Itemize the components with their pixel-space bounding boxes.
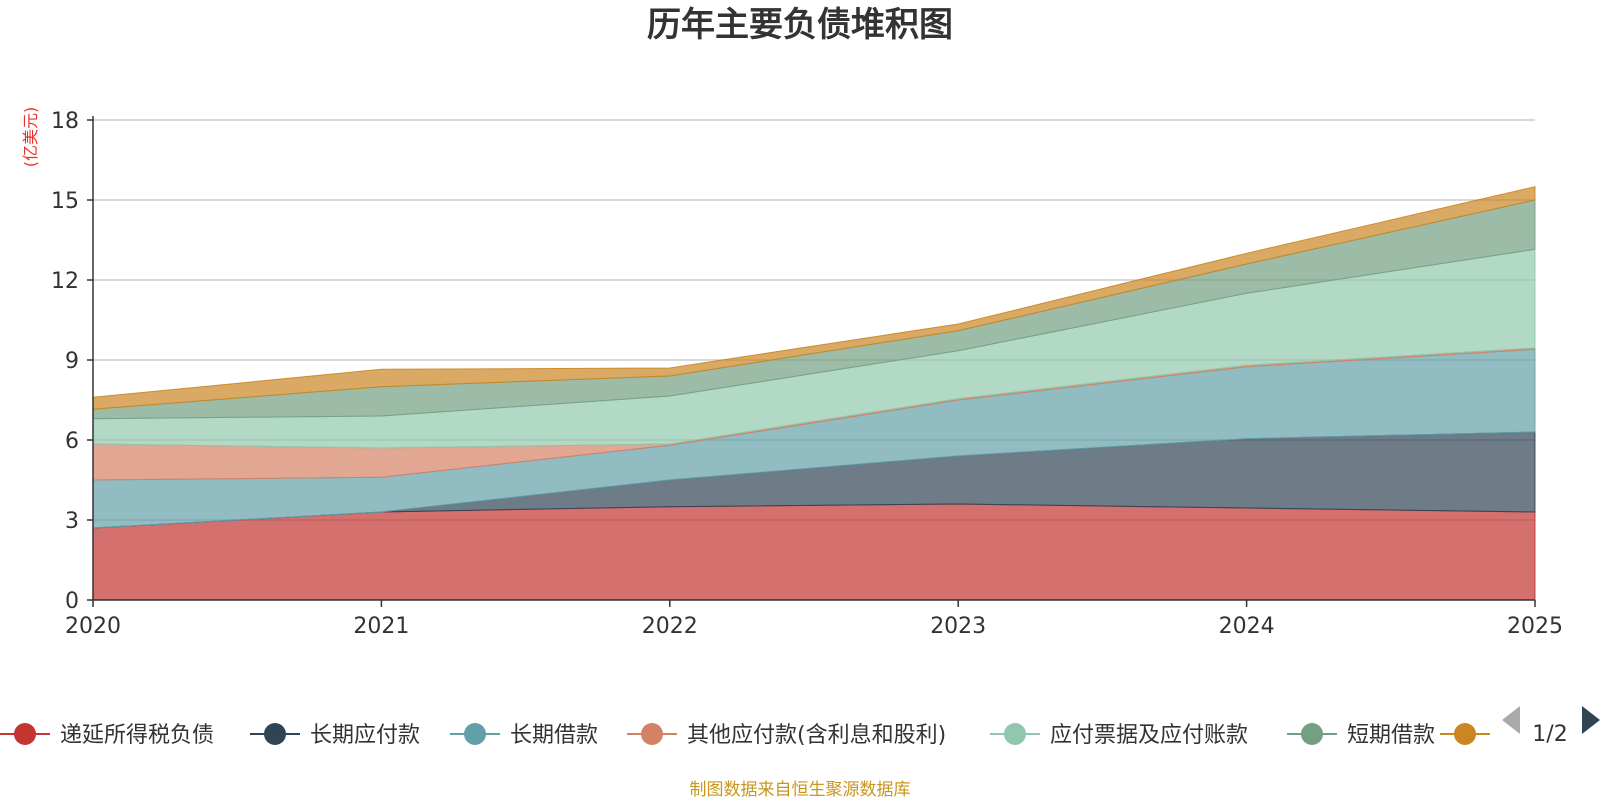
x-tick-label: 2021 (353, 614, 409, 639)
legend-label: 短期借款 (1347, 723, 1435, 748)
legend-item-1[interactable]: 长期应付款 (250, 723, 420, 748)
legend-marker-icon (464, 723, 486, 745)
x-tick-label: 2023 (930, 614, 986, 639)
legend-item-0[interactable]: 递延所得税负债 (0, 723, 214, 748)
source-note: 制图数据来自恒生聚源数据库 (690, 780, 911, 800)
legend-page-indicator: 1/2 (1532, 722, 1567, 747)
x-tick-label: 2025 (1507, 614, 1563, 639)
area-series-0[interactable] (92, 503, 1536, 601)
y-axis-unit-label: (亿美元) (21, 107, 40, 168)
legend-next-icon[interactable] (1582, 706, 1600, 734)
legend-item-5[interactable]: 短期借款 (1287, 723, 1435, 748)
y-tick-label: 3 (65, 509, 79, 534)
legend-marker-icon (1301, 723, 1323, 745)
legend-pager: 1/2 (1502, 706, 1600, 747)
legend-label: 递延所得税负债 (60, 723, 214, 748)
y-tick-label: 0 (65, 589, 79, 614)
legend-label: 长期借款 (510, 723, 598, 748)
legend: 递延所得税负债 长期应付款 长期借款 其他应付款(含利息和股利) 应付票据及应付账款 短期… (0, 723, 1490, 748)
y-tick-label: 6 (65, 429, 79, 454)
x-tick-label: 2020 (65, 614, 121, 639)
x-tick-label: 2022 (642, 614, 698, 639)
legend-marker-icon (264, 723, 286, 745)
y-tick-label: 18 (51, 109, 79, 134)
legend-item-4[interactable]: 应付票据及应付账款 (990, 723, 1248, 748)
y-tick-label: 15 (51, 189, 79, 214)
legend-item-3[interactable]: 其他应付款(含利息和股利) (627, 723, 946, 748)
legend-marker-icon (1454, 723, 1476, 745)
legend-marker-icon (1004, 723, 1026, 745)
area-series-6[interactable] (92, 186, 1536, 410)
legend-label: 应付票据及应付账款 (1050, 723, 1248, 748)
legend-item-2[interactable]: 长期借款 (450, 723, 598, 748)
axis-layer: 0 3 6 9 12 15 18 2020 2021 2022 2023 2024 2025 (51, 109, 1563, 639)
y-tick-label: 9 (65, 349, 79, 374)
chart-title: 历年主要负债堆积图 (647, 5, 953, 45)
legend-label: 长期应付款 (310, 723, 420, 748)
legend-label: 其他应付款(含利息和股利) (687, 723, 946, 748)
legend-marker-icon (641, 723, 663, 745)
legend-prev-icon[interactable] (1502, 706, 1520, 734)
y-tick-label: 12 (51, 269, 79, 294)
legend-marker-icon (14, 723, 36, 745)
x-tick-label: 2024 (1219, 614, 1275, 639)
area-layer (92, 186, 1536, 601)
legend-item-6[interactable] (1440, 723, 1490, 745)
